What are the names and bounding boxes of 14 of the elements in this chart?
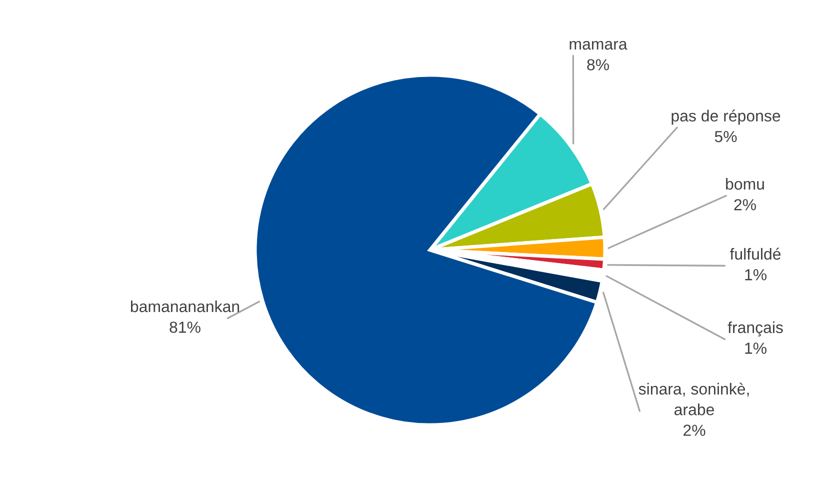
data-label: 8% — [587, 59, 609, 70]
slice-label: français — [728, 321, 783, 336]
data-label: 81% — [170, 322, 200, 333]
data-label: 5% — [714, 130, 737, 142]
slice-label: bamananankan — [130, 300, 240, 312]
slice-label: sinara, soninkè, arabe — [638, 382, 749, 416]
slice-label: pas de réponse — [672, 110, 780, 125]
data-label: 1% — [745, 269, 766, 280]
data-label: 1% — [745, 342, 766, 354]
data-label: 2% — [684, 424, 706, 436]
data-label: 2% — [734, 199, 756, 210]
slice-label: mamara — [570, 40, 628, 50]
slice-label: fulfuldé — [730, 248, 781, 260]
slice-label: bomu — [726, 178, 764, 190]
